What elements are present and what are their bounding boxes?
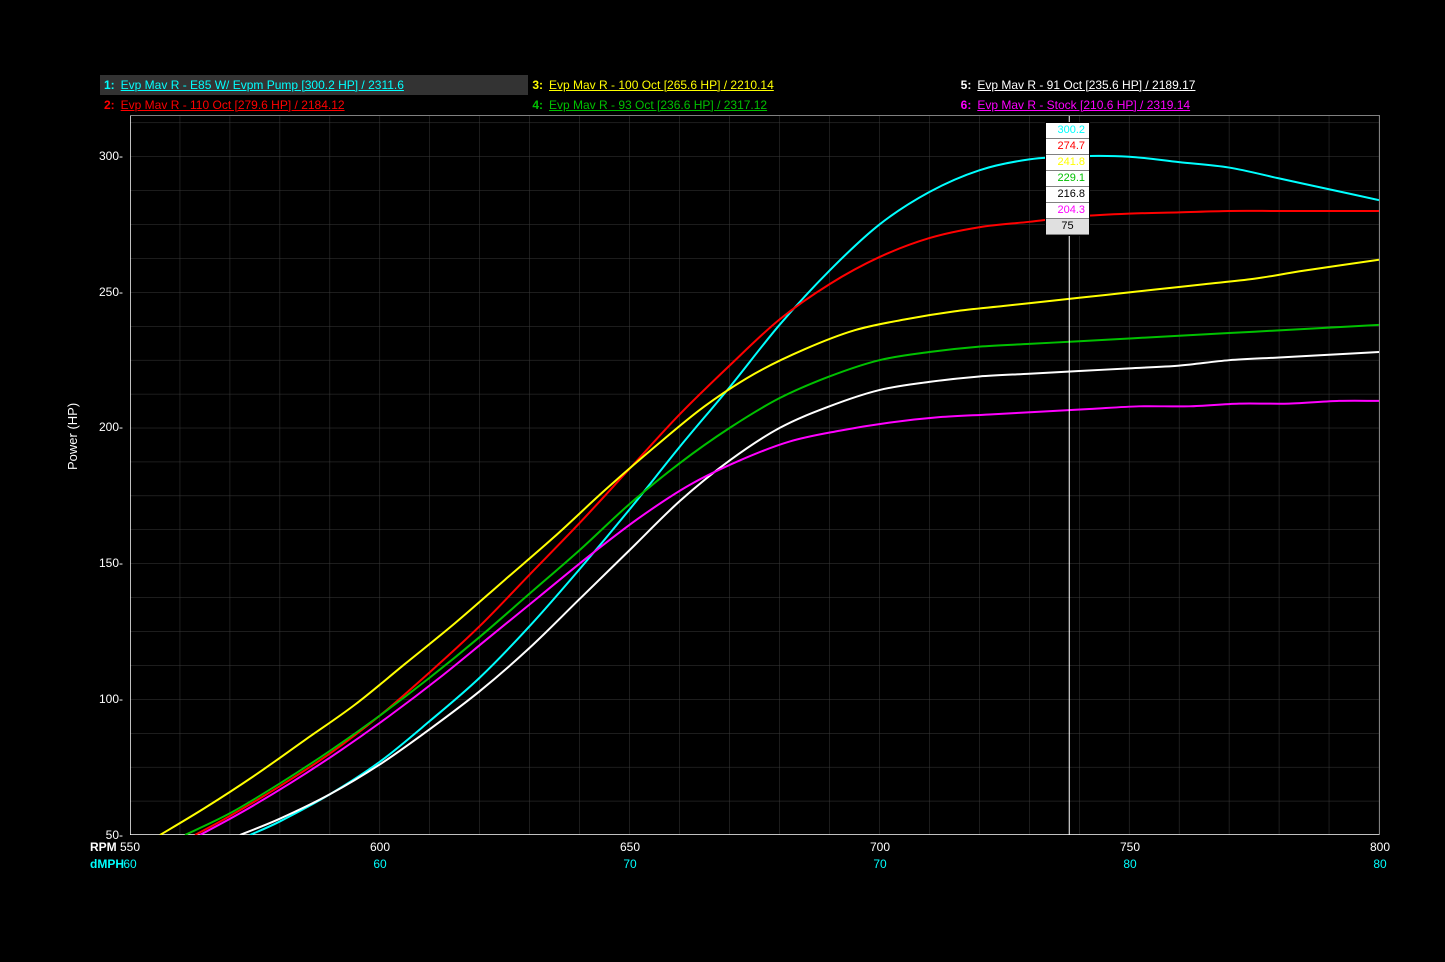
- x-tick-label-dmph: 60: [373, 857, 386, 871]
- legend-text: Evp Mav R - 91 Oct [235.6 HP] / 2189.17: [977, 78, 1195, 92]
- x-tick-label-rpm: 750: [1120, 840, 1140, 854]
- chart-svg: [130, 116, 1379, 835]
- legend-text: Evp Mav R - E85 W/ Evpm Pump [300.2 HP] …: [121, 78, 404, 92]
- x-axis-label-dmph: dMPH: [90, 857, 124, 871]
- x-tick-label-dmph: 80: [1373, 857, 1386, 871]
- x-axis-label-rpm: RPM: [90, 840, 117, 854]
- y-tick-label: 150-: [99, 556, 123, 570]
- legend-number: 3:: [532, 78, 543, 92]
- cursor-value: 204.3: [1046, 203, 1089, 219]
- plot-area[interactable]: [130, 115, 1380, 835]
- legend-text: Evp Mav R - 110 Oct [279.6 HP] / 2184.12: [121, 98, 345, 112]
- y-tick-label: 300-: [99, 149, 123, 163]
- legend-number: 5:: [961, 78, 972, 92]
- series-line-4: [185, 325, 1379, 835]
- y-axis-label: Power (HP): [65, 403, 80, 470]
- series-line-2: [195, 211, 1379, 835]
- x-tick-label-rpm: 800: [1370, 840, 1390, 854]
- x-tick-label-rpm: 600: [370, 840, 390, 854]
- x-tick-label-rpm: 700: [870, 840, 890, 854]
- cursor-value: 300.2: [1046, 123, 1089, 139]
- legend-item[interactable]: 4: Evp Mav R - 93 Oct [236.6 HP] / 2317.1…: [528, 95, 956, 115]
- legend-bar: 1: Evp Mav R - E85 W/ Evpm Pump [300.2 HP…: [100, 75, 1385, 115]
- legend-text: Evp Mav R - Stock [210.6 HP] / 2319.14: [977, 98, 1190, 112]
- legend-number: 1:: [104, 78, 115, 92]
- legend-text: Evp Mav R - 100 Oct [265.6 HP] / 2210.14: [549, 78, 774, 92]
- legend-item[interactable]: 5: Evp Mav R - 91 Oct [235.6 HP] / 2189.1…: [957, 75, 1385, 95]
- y-tick-label: 250-: [99, 285, 123, 299]
- cursor-value: 241.8: [1046, 155, 1089, 171]
- legend-item[interactable]: 6: Evp Mav R - Stock [210.6 HP] / 2319.14: [957, 95, 1385, 115]
- legend-item[interactable]: 3: Evp Mav R - 100 Oct [265.6 HP] / 2210.…: [528, 75, 956, 95]
- legend-item[interactable]: 1: Evp Mav R - E85 W/ Evpm Pump [300.2 HP…: [100, 75, 528, 95]
- x-tick-label-rpm: 550: [120, 840, 140, 854]
- x-tick-label-rpm: 650: [620, 840, 640, 854]
- series-line-5: [240, 352, 1379, 835]
- x-tick-label-dmph: 70: [623, 857, 636, 871]
- x-tick-label-dmph: 80: [1123, 857, 1136, 871]
- series-line-6: [200, 401, 1379, 835]
- cursor-value: 274.7: [1046, 139, 1089, 155]
- legend-number: 6:: [961, 98, 972, 112]
- y-tick-label: 100-: [99, 692, 123, 706]
- legend-number: 2:: [104, 98, 115, 112]
- legend-item[interactable]: 2: Evp Mav R - 110 Oct [279.6 HP] / 2184.…: [100, 95, 528, 115]
- cursor-value: 229.1: [1046, 171, 1089, 187]
- cursor-value: 216.8: [1046, 187, 1089, 203]
- y-tick-label: 200-: [99, 420, 123, 434]
- cursor-readout-box: 300.2274.7241.8229.1216.8204.375: [1045, 122, 1090, 236]
- legend-text: Evp Mav R - 93 Oct [236.6 HP] / 2317.12: [549, 98, 767, 112]
- cursor-x-value: 75: [1046, 219, 1089, 235]
- x-tick-label-dmph: 70: [873, 857, 886, 871]
- x-tick-label-dmph: 60: [123, 857, 136, 871]
- legend-number: 4:: [532, 98, 543, 112]
